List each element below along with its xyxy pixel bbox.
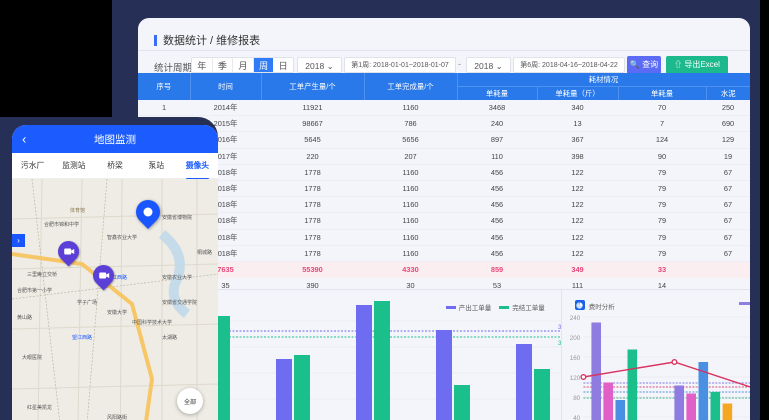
svg-text:160: 160	[569, 355, 580, 362]
svg-text:200: 200	[569, 335, 580, 342]
svg-text:240: 240	[569, 315, 580, 322]
svg-text:40: 40	[573, 415, 580, 420]
svg-text:80: 80	[573, 395, 580, 402]
svg-text:120: 120	[569, 375, 580, 382]
